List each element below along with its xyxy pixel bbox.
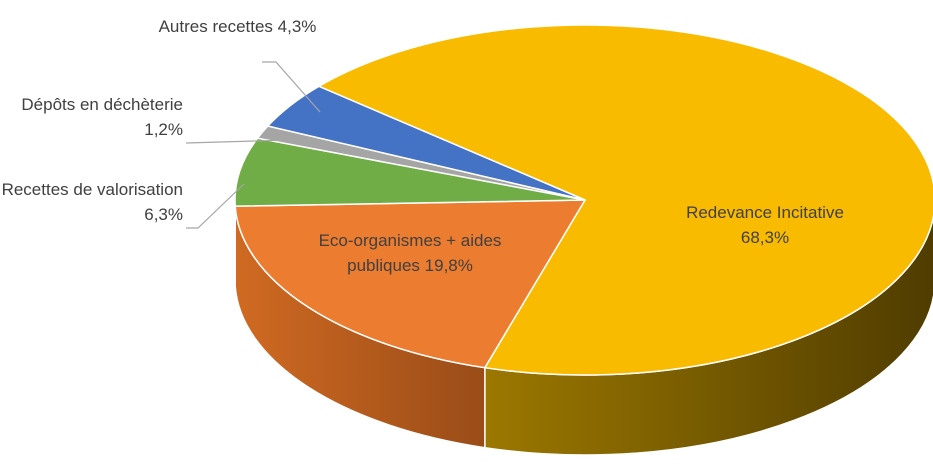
category-name: Eco-organismes + aides publiques (318, 231, 502, 275)
value-label: 19,8% (424, 256, 473, 275)
leader-line (185, 139, 291, 144)
slice-label: Autres recettes 4,3% (150, 14, 325, 39)
slice (234, 137, 586, 207)
category-name: Autres recettes (158, 17, 273, 36)
slice-label: Recettes de valorisation 6,3% (0, 177, 183, 227)
leader-line (262, 61, 321, 113)
slice (267, 85, 586, 201)
value-label: 68,3% (740, 228, 790, 247)
category-name: Dépôts en déchèterie (21, 95, 183, 114)
slice-label: Redevance Incitative 68,3% (680, 200, 850, 250)
category-name: Redevance Incitative (686, 203, 844, 222)
slice (234, 199, 586, 369)
slice-label: Dépôts en déchèterie 1,2% (0, 92, 183, 142)
category-name: Recettes de valorisation (1, 180, 183, 199)
value-label: 4,3% (277, 17, 317, 36)
value-label: 6,3% (144, 205, 183, 224)
slice (318, 24, 933, 376)
value-label: 1,2% (144, 120, 183, 139)
slice-label: Eco-organismes + aides publiques 19,8% (305, 228, 515, 278)
leader-line (186, 183, 245, 229)
